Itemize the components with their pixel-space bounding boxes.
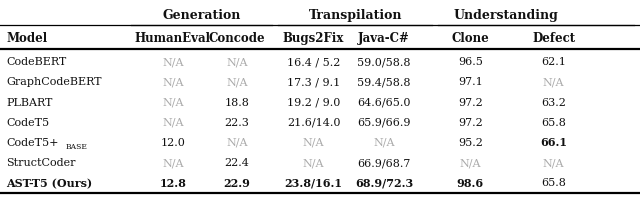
Text: 97.2: 97.2 — [458, 118, 483, 128]
Text: Model: Model — [6, 32, 47, 45]
Text: Concode: Concode — [209, 32, 265, 45]
Text: N/A: N/A — [303, 138, 324, 148]
Text: 97.2: 97.2 — [458, 98, 483, 108]
Text: 65.9/66.9: 65.9/66.9 — [357, 118, 411, 128]
Text: N/A: N/A — [303, 158, 324, 168]
Text: N/A: N/A — [162, 118, 184, 128]
Text: PLBART: PLBART — [6, 98, 52, 108]
Text: StructCoder: StructCoder — [6, 158, 76, 168]
Text: CodeBERT: CodeBERT — [6, 57, 67, 67]
Text: Transpilation: Transpilation — [308, 10, 402, 22]
Text: N/A: N/A — [162, 57, 184, 67]
Text: HumanEval: HumanEval — [135, 32, 211, 45]
Text: 22.4: 22.4 — [225, 158, 249, 168]
Text: N/A: N/A — [543, 77, 564, 87]
Text: 16.4 / 5.2: 16.4 / 5.2 — [287, 57, 340, 67]
Text: 22.9: 22.9 — [223, 178, 250, 189]
Text: N/A: N/A — [162, 77, 184, 87]
Text: N/A: N/A — [162, 158, 184, 168]
Text: 95.2: 95.2 — [458, 138, 483, 148]
Text: Generation: Generation — [163, 10, 241, 22]
Text: 66.1: 66.1 — [540, 137, 567, 148]
Text: 97.1: 97.1 — [458, 77, 483, 87]
Text: 59.0/58.8: 59.0/58.8 — [357, 57, 411, 67]
Text: Clone: Clone — [452, 32, 489, 45]
Text: 12.8: 12.8 — [159, 178, 186, 189]
Text: BASE: BASE — [65, 143, 87, 151]
Text: 19.2 / 9.0: 19.2 / 9.0 — [287, 98, 340, 108]
Text: 12.0: 12.0 — [161, 138, 185, 148]
Text: Understanding: Understanding — [453, 10, 558, 22]
Text: N/A: N/A — [373, 138, 395, 148]
Text: 66.9/68.7: 66.9/68.7 — [357, 158, 411, 168]
Text: N/A: N/A — [162, 98, 184, 108]
Text: Java-C#: Java-C# — [358, 32, 410, 45]
Text: 68.9/72.3: 68.9/72.3 — [355, 178, 413, 189]
Text: 59.4/58.8: 59.4/58.8 — [357, 77, 411, 87]
Text: 65.8: 65.8 — [541, 178, 566, 188]
Text: 62.1: 62.1 — [541, 57, 566, 67]
Text: N/A: N/A — [460, 158, 481, 168]
Text: 21.6/14.0: 21.6/14.0 — [287, 118, 340, 128]
Text: 64.6/65.0: 64.6/65.0 — [357, 98, 411, 108]
Text: 65.8: 65.8 — [541, 118, 566, 128]
Text: Defect: Defect — [532, 32, 575, 45]
Text: 96.5: 96.5 — [458, 57, 483, 67]
Text: N/A: N/A — [226, 57, 248, 67]
Text: CodeT5: CodeT5 — [6, 118, 49, 128]
Text: N/A: N/A — [226, 77, 248, 87]
Text: Bugs2Fix: Bugs2Fix — [283, 32, 344, 45]
Text: 98.6: 98.6 — [457, 178, 484, 189]
Text: N/A: N/A — [543, 158, 564, 168]
Text: 63.2: 63.2 — [541, 98, 566, 108]
Text: N/A: N/A — [226, 138, 248, 148]
Text: GraphCodeBERT: GraphCodeBERT — [6, 77, 102, 87]
Text: 17.3 / 9.1: 17.3 / 9.1 — [287, 77, 340, 87]
Text: CodeT5+: CodeT5+ — [6, 138, 59, 148]
Text: 22.3: 22.3 — [225, 118, 249, 128]
Text: 18.8: 18.8 — [225, 98, 249, 108]
Text: AST-T5 (Ours): AST-T5 (Ours) — [6, 178, 93, 189]
Text: 23.8/16.1: 23.8/16.1 — [285, 178, 342, 189]
